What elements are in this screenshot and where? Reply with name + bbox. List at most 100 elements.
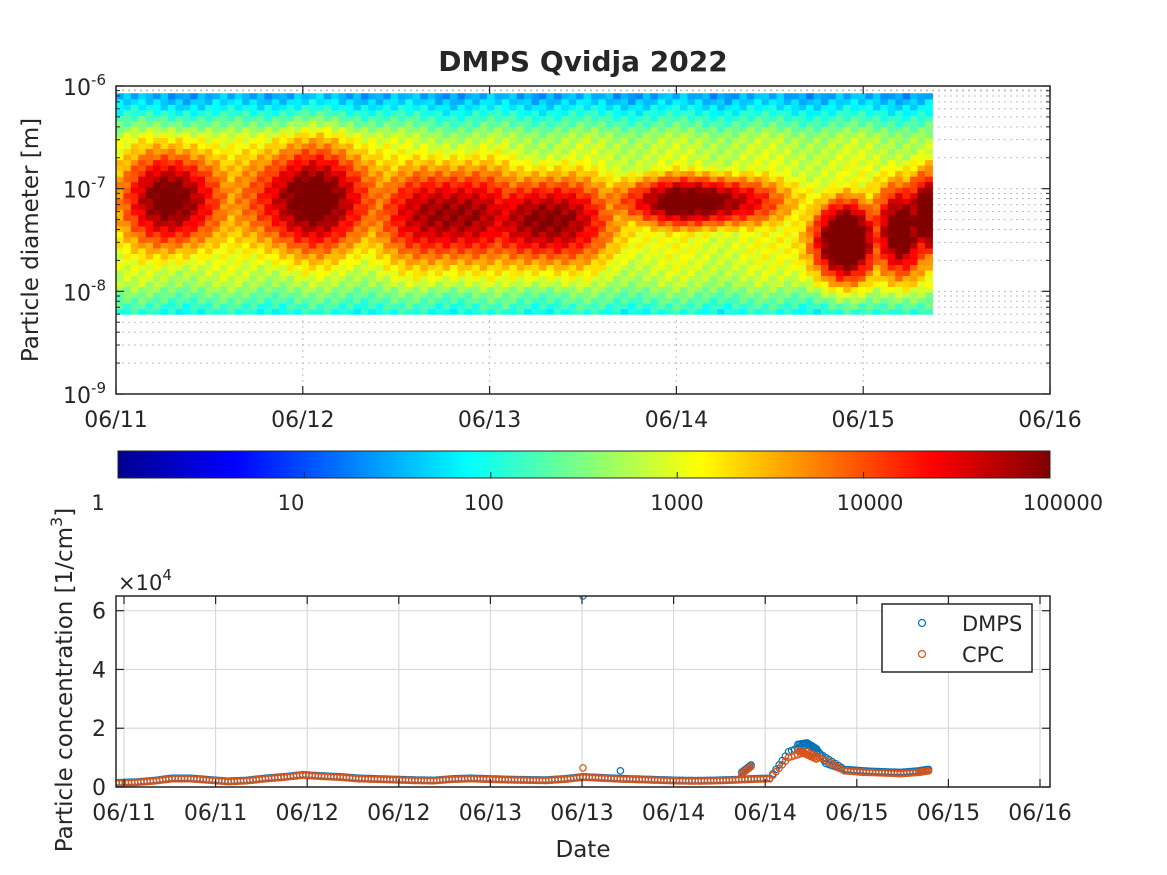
heatmap-cell xyxy=(835,269,844,277)
heatmap-cell xyxy=(212,181,221,188)
heatmap-cell xyxy=(524,165,533,172)
heatmap-cell xyxy=(457,297,466,304)
heatmap-cell xyxy=(301,192,310,199)
heatmap-cell xyxy=(813,165,822,172)
heatmap-cell xyxy=(553,225,562,232)
heatmap-cell xyxy=(167,104,176,111)
heatmap-cell xyxy=(205,198,214,205)
heatmap-cell xyxy=(212,225,221,232)
heatmap-cell xyxy=(242,247,251,254)
heatmap-cell xyxy=(487,181,496,188)
heatmap-cell xyxy=(286,308,295,315)
heatmap-cell xyxy=(568,93,577,100)
heatmap-cell xyxy=(175,308,184,315)
heatmap-cell xyxy=(902,153,911,161)
heatmap-cell xyxy=(642,192,651,199)
heatmap-cell xyxy=(219,159,228,166)
heatmap-cell xyxy=(383,297,392,304)
heatmap-cell xyxy=(680,198,689,205)
heatmap-cell xyxy=(227,176,236,183)
scatter-point-cpc xyxy=(367,775,376,783)
heatmap-cell xyxy=(665,165,674,172)
heatmap-cell xyxy=(672,297,681,304)
heatmap-cell xyxy=(368,98,377,105)
heatmap-cell xyxy=(850,142,859,150)
heatmap-cell xyxy=(427,247,436,254)
heatmap-cell xyxy=(650,115,659,122)
heatmap-cell xyxy=(902,137,911,144)
heatmap-cell xyxy=(776,269,785,277)
heatmap-cell xyxy=(316,214,325,221)
heatmap-cell xyxy=(783,93,792,100)
heatmap-cell xyxy=(249,264,258,271)
heatmap-cell xyxy=(331,109,340,116)
heatmap-cell xyxy=(754,280,763,288)
heatmap-cell xyxy=(308,247,317,254)
heatmap-cell xyxy=(590,198,599,205)
heatmap-cell xyxy=(739,292,748,299)
heatmap-cell xyxy=(724,203,733,210)
heatmap-cell xyxy=(635,126,644,133)
heatmap-cell xyxy=(806,209,815,216)
heatmap-cell xyxy=(338,209,347,216)
heatmap-cell xyxy=(368,131,377,139)
heatmap-cell xyxy=(242,297,251,304)
heatmap-cell xyxy=(628,148,637,155)
heatmap-cell xyxy=(383,198,392,205)
heatmap-cell xyxy=(613,220,622,227)
heatmap-cell xyxy=(294,303,303,310)
heatmap-cell xyxy=(323,159,332,166)
heatmap-cell xyxy=(427,187,436,194)
heatmap-cell xyxy=(835,120,844,127)
heatmap-cell xyxy=(709,253,718,260)
heatmap-cell xyxy=(813,120,822,127)
heatmap-cell xyxy=(190,264,199,271)
heatmap-cell xyxy=(308,126,317,133)
heatmap-cell xyxy=(338,231,347,238)
heatmap-cell xyxy=(234,142,243,150)
heatmap-cell xyxy=(286,165,295,172)
heatmap-cell xyxy=(116,264,125,271)
heatmap-cell xyxy=(605,126,614,133)
heatmap-cell xyxy=(865,181,874,188)
heatmap-cell xyxy=(271,297,280,304)
heatmap-cell xyxy=(487,236,496,243)
heatmap-cell xyxy=(123,170,132,177)
heatmap-cell xyxy=(531,286,540,293)
heatmap-cell xyxy=(294,308,303,315)
heatmap-cell xyxy=(598,192,607,199)
heatmap-cell xyxy=(405,247,414,254)
heatmap-cell xyxy=(130,258,139,266)
heatmap-cell xyxy=(420,93,429,100)
heatmap-cell xyxy=(383,187,392,194)
heatmap-cell xyxy=(487,264,496,271)
heatmap-cell xyxy=(613,98,622,105)
heatmap-cell xyxy=(917,187,926,194)
heatmap-cell xyxy=(145,93,154,100)
heatmap-cell xyxy=(212,214,221,221)
heatmap-cell xyxy=(806,247,815,254)
heatmap-cell xyxy=(553,297,562,304)
heatmap-cell xyxy=(175,269,184,277)
heatmap-cell xyxy=(383,214,392,221)
heatmap-cell xyxy=(368,203,377,210)
heatmap-cell xyxy=(724,220,733,227)
heatmap-cell xyxy=(323,280,332,288)
heatmap-cell xyxy=(501,153,510,161)
heatmap-cell xyxy=(405,170,414,177)
heatmap-cell xyxy=(887,131,896,139)
heatmap-cell xyxy=(843,176,852,183)
heatmap-cell xyxy=(590,258,599,266)
heatmap-cell xyxy=(449,165,458,172)
heatmap-cell xyxy=(590,109,599,116)
heatmap-cell xyxy=(264,131,273,139)
heatmap-cell xyxy=(457,247,466,254)
heatmap-cell xyxy=(754,159,763,166)
heatmap-cell xyxy=(783,242,792,249)
heatmap-cell xyxy=(175,286,184,293)
heatmap-cell xyxy=(561,159,570,166)
heatmap-cell xyxy=(642,198,651,205)
heatmap-cell xyxy=(672,247,681,254)
heatmap-cell xyxy=(605,303,614,310)
heatmap-cell xyxy=(338,181,347,188)
